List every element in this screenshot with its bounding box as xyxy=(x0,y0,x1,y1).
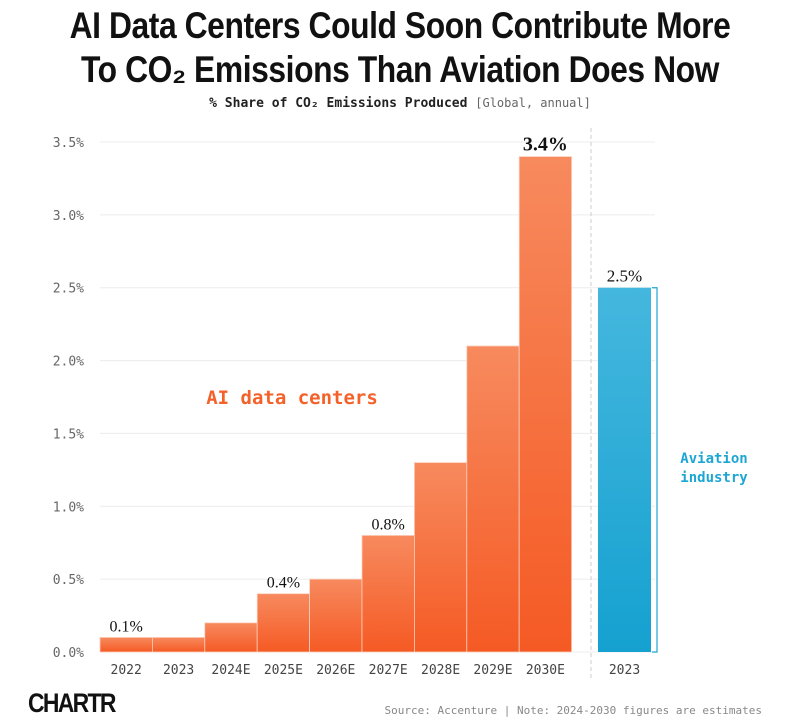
subtitle-note: [Global, annual] xyxy=(475,96,591,110)
bar-aviation-2023 xyxy=(598,287,651,652)
y-tick-label: 0.5% xyxy=(53,573,84,588)
chart-title-line1: AI Data Centers Could Soon Contribute Mo… xyxy=(69,5,731,46)
x-tick-label: 2030E xyxy=(526,663,565,678)
x-tick-label: 2028E xyxy=(421,663,460,678)
y-tick-label: 2.5% xyxy=(53,282,84,297)
x-tick-label: 2025E xyxy=(264,663,303,678)
x-tick-label: 2027E xyxy=(369,663,408,678)
data-label: 2.5% xyxy=(607,267,642,286)
y-tick-label: 1.0% xyxy=(53,500,84,515)
y-tick-label: 3.5% xyxy=(53,136,84,151)
y-tick-label: 0.0% xyxy=(53,646,84,661)
x-tick-label: 2024E xyxy=(211,663,250,678)
bar-2025E xyxy=(256,593,311,653)
bar-2029E xyxy=(466,345,520,653)
subtitle-text: % Share of CO₂ Emissions Produced xyxy=(209,96,468,111)
series-label-aviation-line2: industry xyxy=(680,470,748,486)
bar-2027E xyxy=(361,535,415,653)
bar-2028E xyxy=(413,462,468,653)
chart-subtitle: % Share of CO₂ Emissions Produced [Globa… xyxy=(0,96,800,111)
source-note: Source: Accenture | Note: 2024-2030 figu… xyxy=(384,704,763,717)
chartr-logo: CHARTR xyxy=(28,688,116,718)
bar-2022 xyxy=(99,637,153,653)
chart-title-line2: To CO₂ Emissions Than Aviation Does Now xyxy=(81,49,719,90)
bar-2030E xyxy=(518,156,573,653)
data-label: 0.1% xyxy=(110,618,143,635)
x-tick-label: 2026E xyxy=(316,663,355,678)
data-label: 0.4% xyxy=(267,575,300,592)
y-tick-label: 3.0% xyxy=(53,209,84,224)
bar-2024E xyxy=(204,622,258,653)
x-tick-label: 2022 xyxy=(111,663,142,678)
aviation-bracket xyxy=(652,287,658,653)
y-tick-label: 2.0% xyxy=(53,355,84,370)
x-tick-label: 2029E xyxy=(473,663,512,678)
data-label: 0.8% xyxy=(372,516,405,533)
series-label-aviation-line1: Aviation xyxy=(680,451,747,467)
bar-2026E xyxy=(309,578,363,653)
series-label-ai-data-centers: AI data centers xyxy=(206,387,378,409)
y-tick-label: 1.5% xyxy=(53,427,84,442)
x-tick-label: 2023 xyxy=(609,663,640,678)
data-label: 3.4% xyxy=(523,134,568,156)
x-tick-label: 2023 xyxy=(163,663,194,678)
bar-2023 xyxy=(151,637,206,653)
